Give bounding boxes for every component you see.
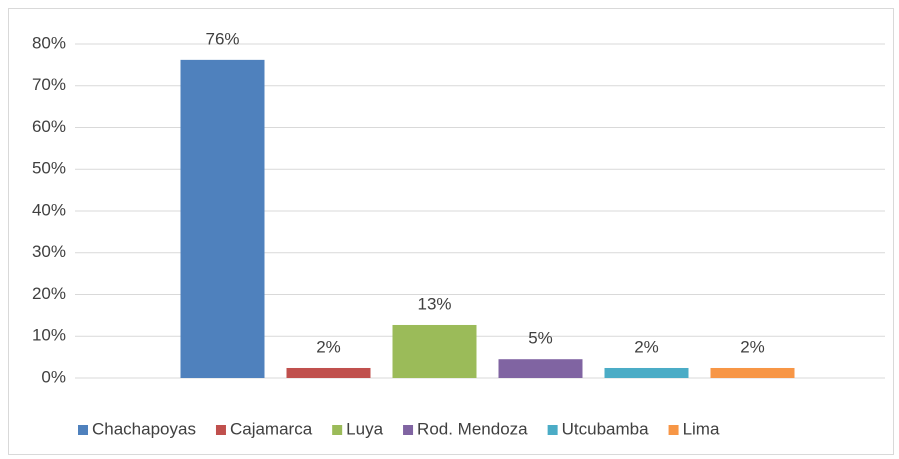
legend-label: Utcubamba bbox=[562, 419, 649, 438]
legend-label: Chachapoyas bbox=[92, 419, 196, 438]
data-label: 76% bbox=[205, 29, 239, 48]
legend-swatch bbox=[403, 425, 414, 435]
y-tick-label: 10% bbox=[32, 326, 66, 345]
bar bbox=[286, 367, 371, 378]
bar bbox=[498, 359, 583, 378]
y-tick-label: 60% bbox=[32, 117, 66, 136]
y-tick-label: 70% bbox=[32, 75, 66, 94]
y-tick-label: 30% bbox=[32, 242, 66, 261]
y-tick-label: 40% bbox=[32, 200, 66, 219]
legend-label: Lima bbox=[683, 419, 720, 438]
y-tick-label: 20% bbox=[32, 284, 66, 303]
data-label: 2% bbox=[316, 337, 341, 356]
data-label: 5% bbox=[528, 329, 553, 348]
bar bbox=[392, 324, 477, 378]
data-label: 13% bbox=[417, 294, 451, 313]
y-tick-label: 50% bbox=[32, 159, 66, 178]
bar bbox=[180, 59, 265, 379]
bar bbox=[710, 367, 795, 378]
chart-border bbox=[8, 8, 894, 455]
legend-swatch bbox=[332, 425, 343, 435]
y-tick-label: 0% bbox=[41, 367, 66, 386]
legend-label: Rod. Mendoza bbox=[417, 419, 528, 438]
legend-swatch bbox=[668, 425, 679, 435]
legend-swatch bbox=[215, 425, 226, 435]
data-label: 2% bbox=[634, 337, 659, 356]
legend-swatch bbox=[78, 425, 88, 435]
y-tick-label: 80% bbox=[32, 33, 66, 52]
legend-label: Luya bbox=[346, 419, 383, 438]
data-label: 2% bbox=[740, 337, 765, 356]
legend-label: Cajamarca bbox=[230, 419, 313, 438]
bar bbox=[604, 367, 689, 378]
legend-swatch bbox=[547, 425, 558, 435]
